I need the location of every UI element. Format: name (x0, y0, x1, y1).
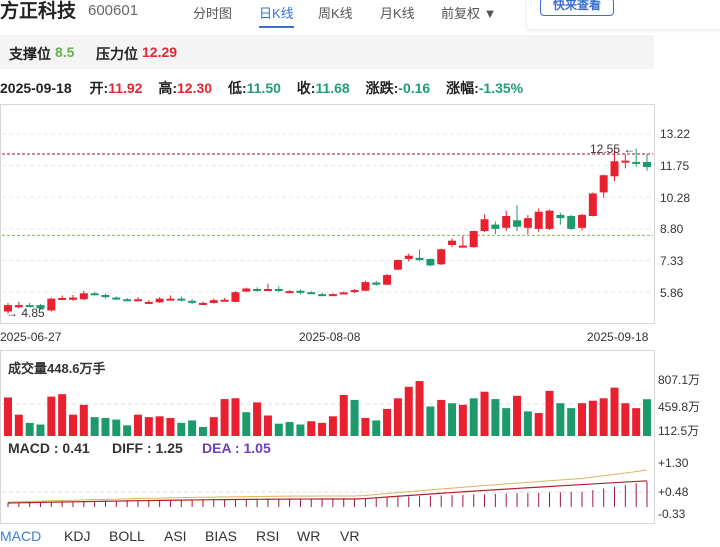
low-value: 11.50 (246, 80, 281, 96)
indicator-tab-asi[interactable]: ASI (164, 528, 187, 544)
resistance-label: 压力位 (96, 46, 138, 62)
close-value: 11.68 (315, 80, 350, 96)
price-axis-label: 7.33 (660, 254, 684, 268)
volume-axis-label: 459.8万 (658, 400, 701, 414)
support-resistance-bar: 支撑位 8.5 压力位 12.29 (0, 35, 654, 69)
indicator-tab-wr[interactable]: WR (297, 528, 321, 544)
min-price-annotation: → 4.85 (6, 306, 45, 320)
indicator-tab-macd[interactable]: MACD (0, 528, 42, 544)
ohlc-date: 2025-09-18 (0, 80, 72, 96)
price-axis-label: 10.28 (660, 191, 691, 205)
x-axis-label: 2025-08-08 (299, 330, 361, 344)
high-label: 高: (158, 80, 178, 96)
support-label: 支撑位 (9, 46, 51, 62)
open-label: 开: (89, 80, 109, 96)
volume-axis-label: 112.5万 (658, 424, 700, 438)
pct-value: -1.35% (478, 80, 524, 96)
macd-axis-label: +0.48 (658, 485, 689, 499)
tab-intraday[interactable]: 分时图 (193, 6, 233, 21)
price-axis-label: 5.86 (660, 286, 684, 300)
support-value: 8.5 (55, 44, 75, 60)
stock-name: 方正科技 (0, 1, 77, 22)
price-axis-label: 13.22 (660, 127, 691, 141)
close-label: 收: (296, 80, 316, 96)
diff-value: DIFF : 1.25 (112, 440, 183, 456)
volume-axis-label: 807.1万 (658, 373, 701, 387)
max-price-annotation: 12.55 ← (590, 142, 636, 156)
dea-value: DEA : 1.05 (202, 440, 271, 456)
promo-popup: 快来查看 (527, 0, 720, 29)
volume-title: 成交量448.6万手 (8, 361, 106, 376)
kline-panel[interactable] (0, 104, 655, 324)
view-now-button[interactable]: 快来查看 (540, 0, 614, 16)
macd-axis-label: +1.30 (658, 456, 689, 470)
pct-label: 涨幅: (446, 80, 479, 96)
adjustment-dropdown[interactable]: 前复权 ▼ (441, 6, 497, 21)
open-value: 11.92 (108, 80, 143, 96)
stock-code: 600601 (88, 2, 139, 19)
indicator-tab-rsi[interactable]: RSI (256, 528, 280, 544)
tab-weekly-k[interactable]: 周K线 (318, 6, 353, 21)
indicator-tab-vr[interactable]: VR (340, 528, 360, 544)
resistance-value: 12.29 (142, 44, 178, 60)
change-label: 涨跌: (365, 80, 399, 96)
price-axis-label: 11.75 (660, 159, 690, 173)
ohlc-bar: 2025-09-18 开:11.92 高:12.30 低:11.50 收:11.… (0, 78, 523, 98)
x-axis-label: 2025-06-27 (0, 330, 62, 344)
high-value: 12.30 (177, 80, 213, 96)
price-axis-label: 8.80 (660, 222, 684, 236)
indicator-tab-bias[interactable]: BIAS (205, 528, 237, 544)
header: 方正科技 600601 分时图 日K线 周K线 月K线 前复权 ▼ 快来查看 (0, 0, 720, 29)
indicator-tab-boll[interactable]: BOLL (109, 528, 145, 544)
indicator-panel[interactable] (0, 350, 655, 524)
tab-monthly-k[interactable]: 月K线 (380, 6, 415, 21)
tab-daily-k[interactable]: 日K线 (259, 3, 294, 28)
macd-value: MACD : 0.41 (8, 440, 90, 456)
indicator-tab-kdj[interactable]: KDJ (64, 528, 91, 544)
x-axis-label: 2025-09-18 (587, 330, 649, 344)
low-label: 低: (227, 80, 247, 96)
macd-axis-label: -0.33 (658, 507, 686, 521)
change-value: -0.16 (398, 80, 431, 96)
